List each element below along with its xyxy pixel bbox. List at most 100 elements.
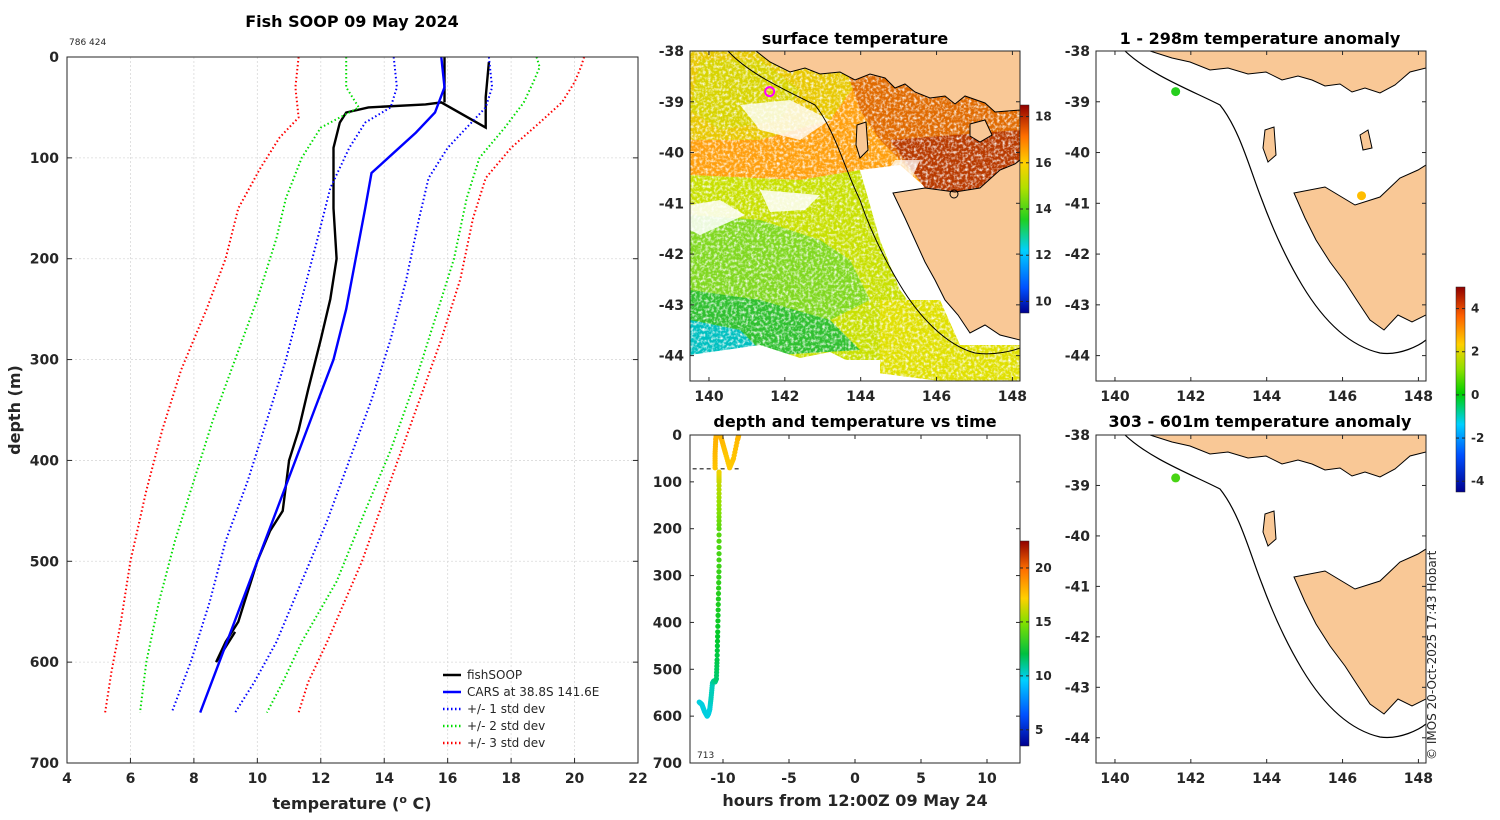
anom1-king-island bbox=[1262, 126, 1277, 163]
timeseries-colorbar-tick-label: 10 bbox=[1035, 669, 1052, 683]
timeseries-axes-box bbox=[689, 434, 1021, 764]
timeseries-point-descent bbox=[715, 629, 721, 635]
anom2-xtick-label: 146 bbox=[1328, 771, 1357, 787]
timeseries-xtick-label: 10 bbox=[977, 771, 997, 787]
sst-colorbar-tick-label: 16 bbox=[1035, 156, 1052, 170]
timeseries-point-descent bbox=[716, 563, 722, 569]
anom2-ytick-label: -40 bbox=[1065, 529, 1091, 545]
profile-ylabel: depth (m) bbox=[5, 365, 24, 455]
timeseries-point-descent bbox=[715, 633, 721, 640]
timeseries-point-descent bbox=[716, 538, 722, 544]
timeseries-point-descent bbox=[715, 623, 721, 629]
sst-title: surface temperature bbox=[762, 29, 949, 48]
anom1-flinders-island bbox=[1359, 129, 1373, 151]
sst-station-marker bbox=[764, 86, 776, 98]
footer-credit: © IMOS 20-Oct-2025 17:43 Hobart bbox=[1425, 550, 1439, 760]
timeseries-title: depth and temperature vs time bbox=[713, 412, 996, 431]
sst-king-island bbox=[855, 121, 869, 159]
profile-xlabel-main: temperature ( bbox=[272, 794, 399, 813]
profile-series--1-std bbox=[234, 57, 494, 714]
legend-std3: +/- 3 std dev bbox=[467, 736, 545, 750]
timeseries-point-descent bbox=[714, 638, 721, 644]
legend-fishsoop: fishSOOP bbox=[467, 668, 522, 682]
timeseries-point-descent bbox=[716, 551, 722, 557]
timeseries-point-descent bbox=[716, 569, 722, 575]
timeseries-colorbar-ticks: 5 10 15 20 bbox=[1020, 561, 1052, 737]
anom2-ytick-label: -44 bbox=[1065, 731, 1091, 747]
timeseries-xlabel: hours from 12:00Z 09 May 24 bbox=[722, 791, 987, 810]
sst-colorbar-tick-label: 12 bbox=[1035, 248, 1052, 262]
profile-xtick-label: 18 bbox=[501, 771, 520, 787]
anomaly-colorbar-tick-label: -4 bbox=[1471, 474, 1484, 488]
anomaly-shallow-ticks: 140 142 144 146 148 -38 -39 -40 -41 -42 -43 -44 bbox=[1065, 44, 1433, 405]
timeseries-ytick-label: 0 bbox=[672, 428, 682, 444]
timeseries-point-descent bbox=[716, 532, 722, 538]
anom1-ytick-label: -43 bbox=[1065, 298, 1090, 314]
profile-series--3-std bbox=[104, 57, 300, 713]
profile-lines bbox=[104, 57, 586, 714]
anom1-ytick-label: -40 bbox=[1065, 146, 1091, 162]
anom2-xtick-label: 148 bbox=[1404, 771, 1433, 787]
anomaly-colorbar-tick-label: 0 bbox=[1471, 388, 1479, 402]
timeseries-point-descent bbox=[715, 618, 721, 624]
sst-ytick-label: -43 bbox=[659, 298, 684, 314]
profile-xlabel-sup: o bbox=[399, 793, 407, 806]
timeseries-ytick-label: 500 bbox=[653, 662, 682, 678]
anom1-ytick-label: -41 bbox=[1065, 196, 1090, 212]
anom1-ytick-label: -38 bbox=[1065, 44, 1090, 60]
timeseries-point-surface bbox=[736, 435, 742, 439]
profile-series--2-std bbox=[139, 57, 361, 713]
timeseries-point-descent bbox=[716, 526, 722, 532]
profile-xtick-label: 10 bbox=[248, 771, 268, 787]
sst-shelf-contour bbox=[727, 51, 1020, 355]
anom1-xtick-label: 148 bbox=[1404, 389, 1433, 405]
timeseries-ytick-label: 700 bbox=[653, 756, 682, 772]
profile-series--1-std bbox=[170, 57, 398, 713]
anomaly-deep-point bbox=[1171, 473, 1181, 483]
anomaly-shallow-title: 1 - 298m temperature anomaly bbox=[1120, 29, 1401, 48]
timeseries-xtick-label: 0 bbox=[850, 771, 860, 787]
anomaly-shallow-panel: 140 142 144 146 148 -38 -39 -40 -41 -42 -43 -44 1 -… bbox=[1065, 29, 1433, 405]
anomaly-deep-title: 303 - 601m temperature anomaly bbox=[1109, 412, 1412, 431]
profile-ytick-label: 0 bbox=[49, 50, 59, 66]
anomaly-shallow-point bbox=[1357, 191, 1367, 201]
timeseries-colorbar-tick-label: 5 bbox=[1035, 723, 1043, 737]
anom1-ytick-label: -39 bbox=[1065, 95, 1090, 111]
timeseries-point-descent bbox=[716, 498, 722, 504]
anomaly-deep-axes-box bbox=[1095, 434, 1427, 764]
timeseries-point-descent bbox=[716, 487, 722, 493]
anom1-shelf-contour bbox=[1124, 51, 1426, 355]
anomaly-colorbar-ticks: -4 -2 0 2 4 bbox=[1456, 302, 1484, 488]
timeseries-point-descent bbox=[716, 522, 722, 528]
profile-ytick-label: 200 bbox=[30, 252, 59, 268]
timeseries-ytick-label: 200 bbox=[653, 522, 682, 538]
anom2-ytick-label: -41 bbox=[1065, 579, 1090, 595]
anom2-xtick-label: 140 bbox=[1100, 771, 1129, 787]
sst-ytick-label: -42 bbox=[659, 247, 684, 263]
profile-ytick-label: 600 bbox=[30, 655, 59, 671]
profile-ytick-label: 400 bbox=[30, 453, 59, 469]
sst-ytick-label: -40 bbox=[659, 146, 685, 162]
profile-legend: fishSOOP CARS at 38.8S 141.6E +/- 1 std … bbox=[443, 668, 599, 750]
profile-corner-note: 786 424 bbox=[69, 38, 106, 48]
profile-xtick-label: 4 bbox=[62, 771, 72, 787]
anomaly-colorbar-tick-label: 2 bbox=[1471, 345, 1479, 359]
anom1-ytick-label: -42 bbox=[1065, 247, 1090, 263]
profile-ticks: 4 6 8 10 12 14 16 18 20 22 0 100 200 300 400 500 600 700 bbox=[30, 50, 648, 787]
anomaly-colorbar-tick-label: -2 bbox=[1471, 431, 1484, 445]
timeseries-xtick-label: -10 bbox=[710, 771, 736, 787]
profile-xlabel-end: C) bbox=[407, 794, 432, 813]
profile-ytick-label: 300 bbox=[30, 353, 59, 369]
anomaly-deep-points bbox=[1171, 473, 1181, 483]
anom2-king-island bbox=[1262, 510, 1277, 547]
anom2-mainland bbox=[1149, 435, 1426, 478]
timeseries-point-descent bbox=[716, 483, 722, 489]
timeseries-point-descent bbox=[715, 596, 721, 602]
anomaly-shallow-point bbox=[1171, 87, 1181, 97]
sst-colorbar-tick-label: 18 bbox=[1035, 110, 1052, 124]
profile-series-fishsoop bbox=[215, 61, 491, 663]
anomaly-shallow-map bbox=[1096, 51, 1426, 381]
timeseries-point-descent bbox=[715, 601, 721, 608]
